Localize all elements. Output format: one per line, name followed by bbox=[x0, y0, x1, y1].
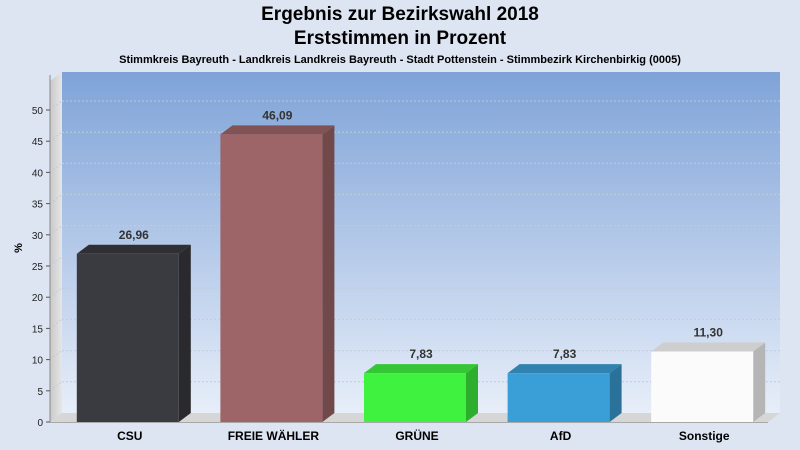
y-tick-label: 10 bbox=[32, 356, 44, 367]
y-tick-label: 5 bbox=[37, 387, 43, 398]
bar-front bbox=[507, 373, 610, 422]
gridline-side bbox=[49, 194, 63, 205]
chart-title: Ergebnis zur Bezirkswahl 2018 bbox=[261, 4, 539, 25]
chart-subtitle: Erststimmen in Prozent bbox=[293, 28, 507, 49]
gridline-side bbox=[49, 381, 63, 392]
bar-front bbox=[651, 351, 754, 422]
bars: 26,96 46,09 7,83 7,83 11,30 bbox=[76, 108, 766, 422]
bar bbox=[507, 364, 622, 422]
bar-value-label: 7,83 bbox=[553, 347, 577, 361]
bar bbox=[220, 125, 335, 422]
y-tick-label: 45 bbox=[32, 137, 44, 148]
bar-top bbox=[364, 364, 478, 374]
plot-left-wall bbox=[50, 72, 62, 422]
y-tick-label: 30 bbox=[32, 231, 44, 242]
x-tick-label: CSU bbox=[117, 429, 142, 443]
x-tick-label: AfD bbox=[550, 429, 572, 443]
gridline-side bbox=[49, 287, 63, 298]
x-tick-label: Sonstige bbox=[679, 429, 730, 443]
bar-side bbox=[609, 364, 622, 422]
y-tick-label: 25 bbox=[32, 262, 44, 273]
gridline-side bbox=[49, 350, 63, 361]
x-axis: CSU FREIE WÄHLER GRÜNE AfD Sonstige bbox=[117, 428, 730, 443]
y-tick-label: 40 bbox=[32, 168, 44, 179]
y-tick-label: 20 bbox=[32, 293, 44, 304]
bar-top bbox=[507, 364, 622, 374]
chart-caption: Stimmkreis Bayreuth - Landkreis Landkrei… bbox=[119, 54, 681, 66]
bar-front bbox=[76, 253, 179, 422]
gridline-side bbox=[49, 256, 63, 267]
x-tick-label: FREIE WÄHLER bbox=[228, 428, 320, 443]
gridline-side bbox=[49, 318, 63, 329]
y-tick-label: 15 bbox=[32, 324, 44, 335]
bar-front bbox=[220, 134, 323, 422]
y-tick-label: 0 bbox=[37, 418, 43, 429]
bar bbox=[651, 342, 766, 422]
bar-value-label: 11,30 bbox=[694, 325, 724, 339]
bar-front bbox=[364, 373, 466, 422]
bar-value-label: 26,96 bbox=[119, 228, 149, 242]
bar-top bbox=[76, 244, 191, 254]
plot-floor-edge bbox=[50, 422, 768, 423]
gridline-side bbox=[49, 162, 63, 173]
bar-top bbox=[220, 125, 335, 135]
x-tick-label: GRÜNE bbox=[395, 428, 438, 443]
y-tick-label: 50 bbox=[32, 106, 44, 117]
gridline-side bbox=[49, 100, 63, 111]
gridline-side bbox=[49, 225, 63, 236]
gridline-side bbox=[49, 131, 63, 142]
bar-side bbox=[753, 342, 766, 422]
y-axis: 0 5 10 15 20 25 30 35 40 45 50 bbox=[32, 75, 51, 429]
bar bbox=[76, 244, 191, 422]
bar bbox=[364, 364, 478, 422]
bar-value-label: 7,83 bbox=[409, 347, 433, 361]
bar-side bbox=[322, 125, 335, 422]
bar-side bbox=[466, 364, 478, 422]
bar-value-label: 46,09 bbox=[262, 108, 292, 122]
y-axis-label: % bbox=[13, 243, 25, 253]
bar-top bbox=[651, 342, 766, 352]
bar-side bbox=[178, 244, 191, 422]
y-tick-label: 35 bbox=[32, 200, 44, 211]
